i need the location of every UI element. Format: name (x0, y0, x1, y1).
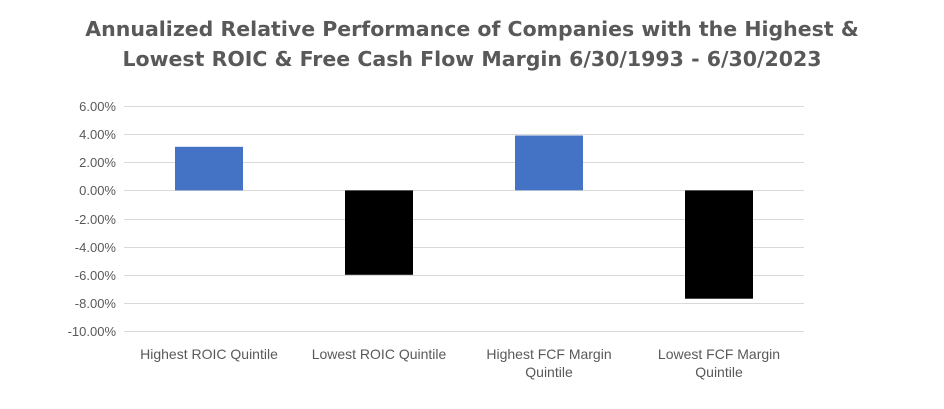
y-tick-label: 2.00% (79, 155, 116, 170)
chart-title-line-2: Lowest ROIC & Free Cash Flow Margin 6/30… (122, 47, 822, 71)
bar (345, 190, 413, 275)
x-category-label: Highest FCF Margin Quintile (486, 346, 611, 380)
bar (175, 146, 243, 191)
x-category-label: Highest ROIC Quintile (140, 346, 278, 362)
x-category-label: Lowest FCF Margin Quintile (658, 346, 780, 380)
bar (685, 190, 753, 299)
y-tick-label: -4.00% (75, 240, 117, 255)
chart-title: Annualized Relative Performance of Compa… (0, 14, 944, 74)
y-tick-label: 4.00% (79, 127, 116, 142)
y-tick-label: -10.00% (68, 324, 117, 339)
y-tick-label: -8.00% (75, 296, 117, 311)
chart-title-line-1: Annualized Relative Performance of Compa… (85, 17, 859, 41)
y-tick-label: 0.00% (79, 183, 116, 198)
y-tick-label: 6.00% (79, 99, 116, 114)
x-category-label: Lowest ROIC Quintile (312, 346, 447, 362)
bar (515, 135, 583, 191)
y-tick-label: -2.00% (75, 212, 117, 227)
y-tick-label: -6.00% (75, 268, 117, 283)
